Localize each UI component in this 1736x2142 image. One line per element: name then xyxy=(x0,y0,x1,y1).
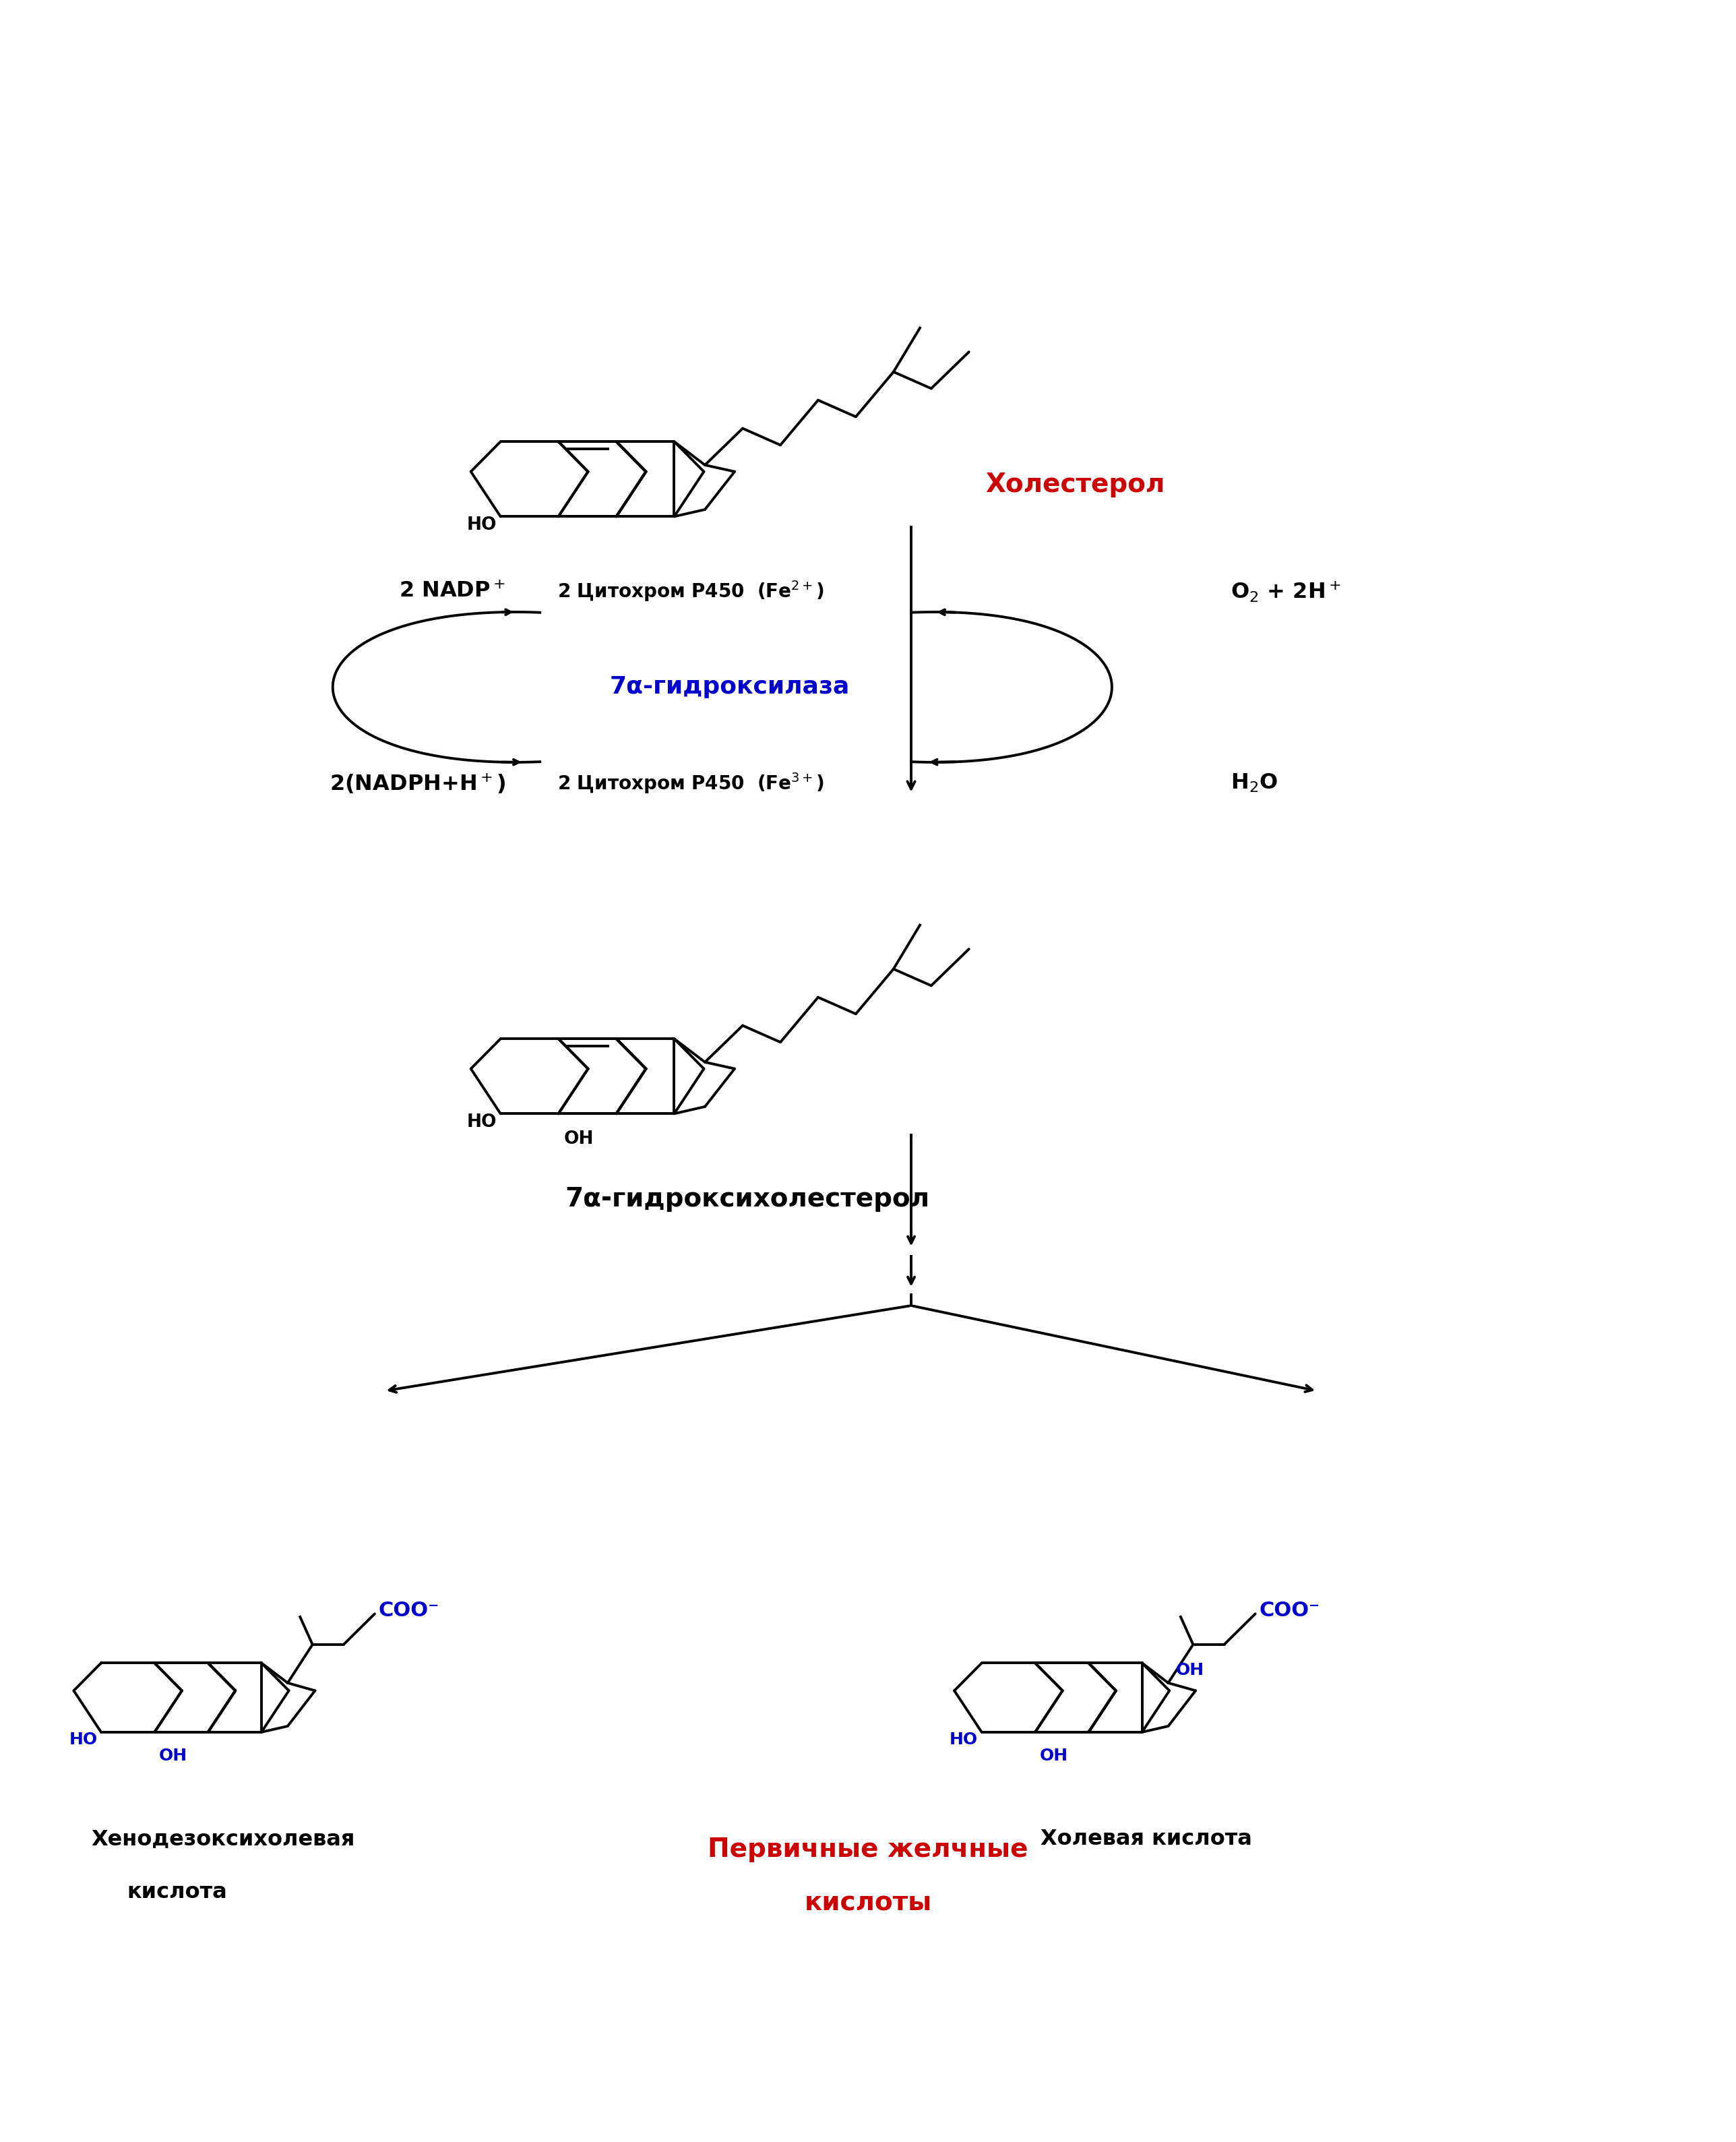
Text: Холестерол: Холестерол xyxy=(986,471,1165,497)
Text: кислота: кислота xyxy=(127,1881,227,1902)
Text: COO⁻: COO⁻ xyxy=(378,1600,439,1621)
Text: 7α-гидроксихолестерол: 7α-гидроксихолестерол xyxy=(564,1187,929,1212)
Text: 2 Цитохром Р450  (Fe$^{2+}$): 2 Цитохром Р450 (Fe$^{2+}$) xyxy=(557,578,825,604)
Text: O$_2$ + 2H$^+$: O$_2$ + 2H$^+$ xyxy=(1231,578,1340,604)
Text: HO: HO xyxy=(467,1114,496,1131)
Text: OH: OH xyxy=(160,1748,187,1763)
Text: Первичные желчные: Первичные желчные xyxy=(708,1836,1028,1861)
Text: OH: OH xyxy=(564,1131,594,1148)
Text: HO: HO xyxy=(950,1731,977,1748)
Text: HO: HO xyxy=(467,516,496,533)
Text: Хенодезоксихолевая: Хенодезоксихолевая xyxy=(90,1829,354,1849)
Text: OH: OH xyxy=(1040,1748,1068,1763)
Text: COO⁻: COO⁻ xyxy=(1259,1600,1319,1621)
Text: 2 Цитохром Р450  (Fe$^{3+}$): 2 Цитохром Р450 (Fe$^{3+}$) xyxy=(557,771,825,795)
Text: H$_2$O: H$_2$O xyxy=(1231,771,1278,795)
Text: HO: HO xyxy=(69,1731,97,1748)
Text: 2(NADPH+H$^+$): 2(NADPH+H$^+$) xyxy=(330,771,505,795)
Text: 7α-гидроксилаза: 7α-гидроксилаза xyxy=(609,675,851,698)
Text: кислоты: кислоты xyxy=(804,1889,932,1915)
Text: 2 NADP$^+$: 2 NADP$^+$ xyxy=(399,580,505,602)
Text: OH: OH xyxy=(1175,1662,1205,1679)
Text: Холевая кислота: Холевая кислота xyxy=(1040,1829,1252,1849)
